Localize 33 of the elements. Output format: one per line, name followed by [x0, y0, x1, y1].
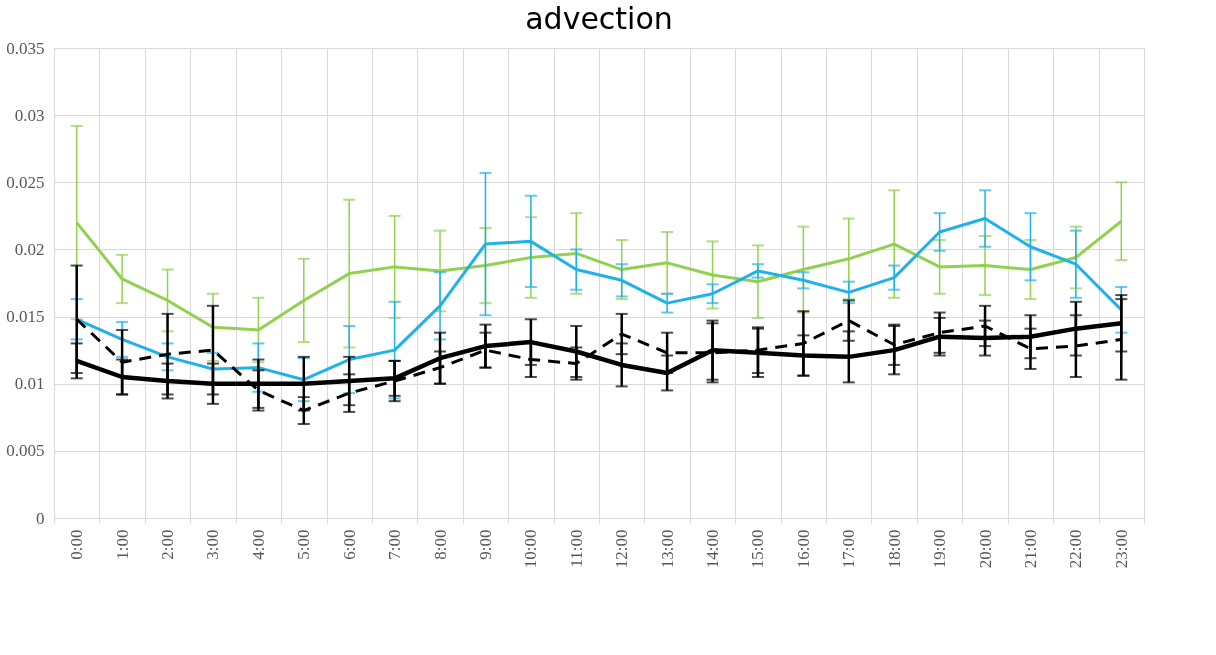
x-tick-label: 16:00 [793, 529, 813, 569]
y-tick-label: 0.035 [6, 38, 45, 58]
x-tick-label: 20:00 [975, 529, 995, 569]
x-tick-label: 9:00 [475, 529, 495, 560]
x-tick-label: 10:00 [521, 529, 541, 569]
x-tick-label: 1:00 [112, 529, 132, 560]
x-tick-label: 23:00 [1111, 529, 1131, 569]
y-tick-label: 0.03 [14, 105, 45, 125]
x-tick-label: 17:00 [839, 529, 859, 569]
x-tick-label: 19:00 [930, 529, 950, 569]
x-tick-label: 5:00 [294, 529, 314, 560]
y-tick-label: 0.005 [6, 441, 45, 461]
x-tick-label: 7:00 [385, 529, 405, 560]
x-tick-label: 15:00 [748, 529, 768, 569]
x-tick-label: 4:00 [248, 529, 268, 560]
y-tick-label: 0.02 [14, 239, 45, 259]
x-tick-label: 2:00 [158, 529, 178, 560]
y-tick-label: 0.01 [14, 374, 45, 394]
x-tick-label: 11:00 [566, 529, 586, 568]
x-tick-label: 18:00 [884, 529, 904, 569]
x-tick-label: 21:00 [1020, 529, 1040, 569]
x-tick-label: 13:00 [657, 529, 677, 569]
x-tick-label: 6:00 [339, 529, 359, 560]
x-tick-label: 3:00 [203, 529, 223, 560]
x-tick-label: 22:00 [1066, 529, 1086, 569]
chart-title: advection [525, 1, 673, 36]
x-tick-label: 0:00 [67, 529, 87, 560]
y-tick-label: 0 [36, 508, 45, 528]
y-tick-label: 0.025 [6, 172, 45, 192]
x-tick-label: 12:00 [612, 529, 632, 569]
y-tick-label: 0.015 [6, 307, 45, 327]
x-tick-label: 14:00 [703, 529, 723, 569]
x-tick-label: 8:00 [430, 529, 450, 560]
